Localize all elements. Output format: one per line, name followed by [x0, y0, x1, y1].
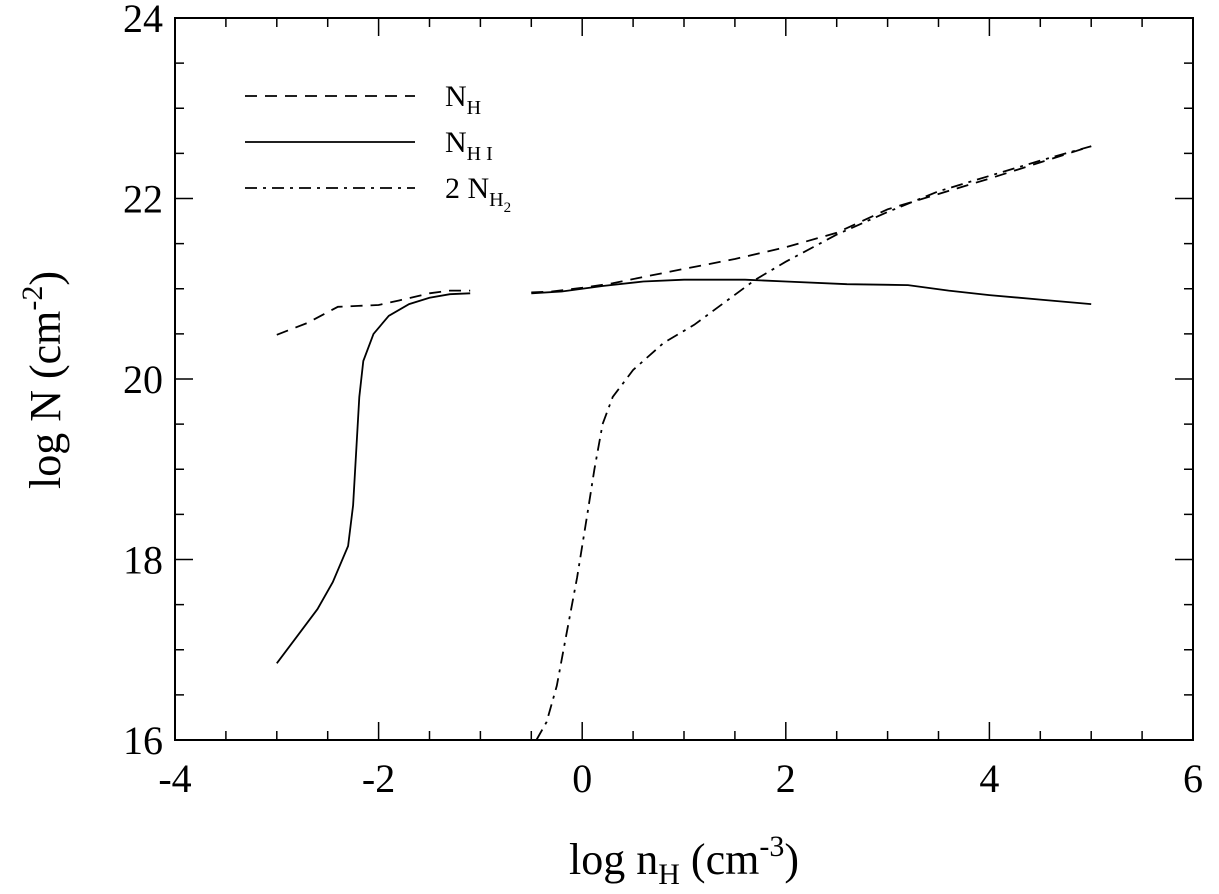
legend-label-NH: NH: [445, 80, 481, 119]
series-line-NHI-0: [276, 292, 471, 664]
x-tick-label: 2: [776, 756, 796, 801]
series-line-2NH2-0: [535, 145, 1092, 741]
y-tick-label: 24: [123, 0, 163, 41]
x-tick-label: 0: [572, 756, 592, 801]
x-tick-label: 4: [979, 756, 999, 801]
legend-label-NHI: NH I: [445, 126, 493, 165]
plot-frame: [174, 17, 1194, 741]
x-axis-title: log nH (cm-3): [569, 830, 799, 891]
series-line-NH-1: [531, 145, 1092, 294]
y-tick-label: 22: [123, 177, 163, 222]
series-line-NHI-1: [531, 278, 1092, 305]
x-tick-label: 6: [1183, 756, 1203, 801]
series-line-NH-0: [276, 289, 471, 336]
x-tick-label: -2: [362, 756, 395, 801]
legend-label-2NH2: 2 NH2: [445, 172, 511, 216]
y-axis-title: log N (cm-2): [16, 271, 70, 489]
x-tick-label: -4: [158, 756, 191, 801]
y-tick-label: 16: [123, 718, 163, 763]
y-tick-label: 20: [123, 357, 163, 402]
legend: NH NH I 2 NH2: [245, 80, 511, 216]
tick-marks: [174, 17, 1194, 741]
series-lines: [276, 145, 1092, 741]
y-tick-label: 18: [123, 538, 163, 583]
